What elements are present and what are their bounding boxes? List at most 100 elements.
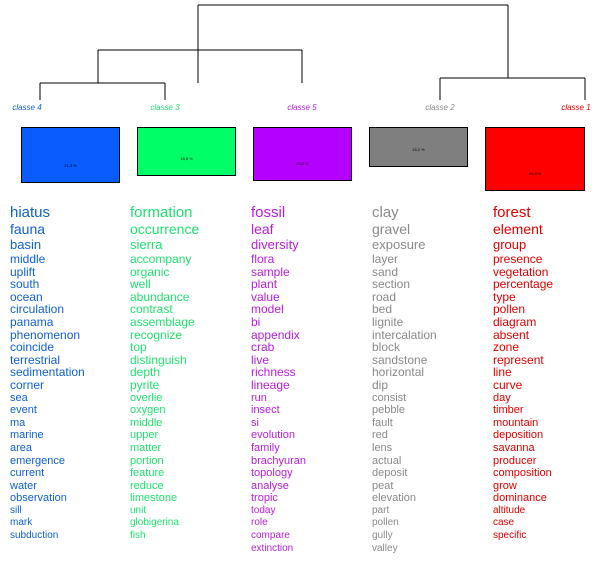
classe-3-word-list: formation occurrence sierra accompany organi… <box>130 205 199 543</box>
word-classe-3-17: upper <box>130 429 159 442</box>
word-classe-1-14: day <box>493 391 511 404</box>
word-classe-4-14: sea <box>10 391 28 404</box>
word-classe-2-8: lignite <box>372 314 404 329</box>
word-classe-1-10: zone <box>493 340 520 355</box>
classe-5-percent: 20,0 % <box>296 161 309 166</box>
classe-1-label: classe 1 <box>561 103 591 112</box>
word-classe-3-14: overlie <box>130 391 163 404</box>
word-classe-5-15: insect <box>251 404 280 417</box>
word-classe-2-16: fault <box>372 416 393 429</box>
word-classe-4-15: event <box>10 404 37 417</box>
classe-5-word-list: fossil leaf diversity flora sample plant value… <box>251 205 306 555</box>
word-classe-1-11: represent <box>493 352 544 367</box>
word-classe-5-2: diversity <box>251 237 299 252</box>
word-classe-4-10: coincide <box>10 340 55 355</box>
word-classe-5-11: live <box>251 352 270 367</box>
word-classe-3-11: distinguish <box>130 352 187 367</box>
word-classe-1-19: producer <box>493 454 537 467</box>
word-classe-1-17: deposition <box>493 429 544 442</box>
word-classe-5-0: fossil <box>251 204 286 221</box>
word-classe-3-8: assemblage <box>130 314 195 329</box>
word-classe-2-5: section <box>372 277 411 292</box>
word-classe-4-7: circulation <box>10 302 65 317</box>
word-classe-2-20: deposit <box>372 467 408 480</box>
word-classe-5-9: appendix <box>251 327 300 342</box>
word-classe-5-18: family <box>251 441 280 454</box>
word-classe-1-6: type <box>493 289 516 304</box>
word-classe-1-23: altitude <box>493 504 526 516</box>
word-classe-1-4: vegetation <box>493 264 549 279</box>
word-classe-5-20: topology <box>251 467 293 480</box>
word-classe-4-1: fauna <box>10 221 46 237</box>
dendrogram <box>39 4 586 100</box>
word-classe-3-4: organic <box>130 264 170 279</box>
word-classe-1-3: presence <box>493 252 543 266</box>
word-classe-3-2: sierra <box>130 237 163 252</box>
word-classe-2-24: pollen <box>372 517 399 529</box>
word-classe-5-21: analyse <box>251 479 289 492</box>
classe-3-box: 18,5 % <box>137 127 236 176</box>
word-classe-2-7: bed <box>372 302 393 317</box>
word-classe-1-12: line <box>493 365 512 380</box>
word-classe-5-6: value <box>251 289 280 304</box>
word-classe-3-12: depth <box>130 365 161 380</box>
word-classe-3-1: occurrence <box>130 221 200 237</box>
word-classe-1-8: diagram <box>493 314 537 329</box>
word-classe-3-0: formation <box>130 204 193 221</box>
classe-5-box: 20,0 % <box>253 127 352 181</box>
word-classe-1-0: forest <box>493 204 531 221</box>
word-classe-5-14: run <box>251 391 267 404</box>
word-classe-3-15: oxygen <box>130 404 166 417</box>
word-classe-4-2: basin <box>10 237 42 252</box>
word-classe-5-19: brachyuran <box>251 454 307 467</box>
word-classe-3-19: portion <box>130 454 164 467</box>
word-classe-2-6: road <box>372 289 397 304</box>
word-classe-1-1: element <box>493 221 543 237</box>
word-classe-3-16: middle <box>130 416 163 429</box>
word-classe-4-12: sedimentation <box>10 365 85 380</box>
word-classe-4-18: area <box>10 441 33 454</box>
word-classe-5-7: model <box>251 302 284 317</box>
word-classe-2-21: peat <box>372 479 394 492</box>
word-classe-4-16: ma <box>10 416 26 429</box>
word-classe-1-7: pollen <box>493 302 526 317</box>
word-classe-4-13: corner <box>10 377 45 392</box>
word-classe-1-16: mountain <box>493 416 539 429</box>
word-classe-3-24: globigerina <box>130 517 179 529</box>
classe-2-box: 15,2 % <box>369 127 468 167</box>
word-classe-3-9: recognize <box>130 327 183 342</box>
word-classe-5-1: leaf <box>251 221 274 237</box>
classe-5-label: classe 5 <box>287 103 317 112</box>
word-classe-3-23: unit <box>130 504 147 516</box>
word-classe-3-13: pyrite <box>130 377 160 392</box>
word-classe-3-6: abundance <box>130 289 190 304</box>
word-classe-2-13: dip <box>372 377 389 392</box>
classe-2-percent: 15,2 % <box>412 147 425 152</box>
word-classe-2-1: gravel <box>372 221 411 237</box>
word-classe-4-22: observation <box>10 492 67 505</box>
word-classe-5-24: role <box>251 517 268 529</box>
word-classe-4-5: south <box>10 277 40 292</box>
classe-1-box: 24,9 % <box>485 127 585 191</box>
word-classe-4-3: middle <box>10 252 46 266</box>
dendrogram-root-link <box>197 4 509 83</box>
word-classe-1-21: grow <box>493 479 517 492</box>
word-classe-1-15: timber <box>493 404 524 417</box>
word-classe-3-7: contrast <box>130 302 173 317</box>
word-classe-5-4: sample <box>251 264 290 279</box>
word-classe-2-18: lens <box>372 441 393 454</box>
classe-3-percent: 18,5 % <box>180 156 193 161</box>
classe-4-percent: 21,3 % <box>64 163 77 168</box>
word-classe-1-9: absent <box>493 327 530 342</box>
classe-4-label: classe 4 <box>12 103 42 112</box>
word-classe-4-25: subduction <box>10 530 59 542</box>
word-classe-4-8: panama <box>10 314 54 329</box>
word-classe-5-3: flora <box>251 252 275 266</box>
word-classe-2-17: red <box>372 429 388 442</box>
word-classe-1-22: dominance <box>493 492 547 505</box>
classe-1-percent: 24,9 % <box>528 171 542 176</box>
word-classe-2-22: elevation <box>372 492 417 505</box>
word-classe-2-23: part <box>372 504 390 516</box>
word-classe-1-5: percentage <box>493 277 554 292</box>
word-classe-5-8: bi <box>251 314 261 329</box>
